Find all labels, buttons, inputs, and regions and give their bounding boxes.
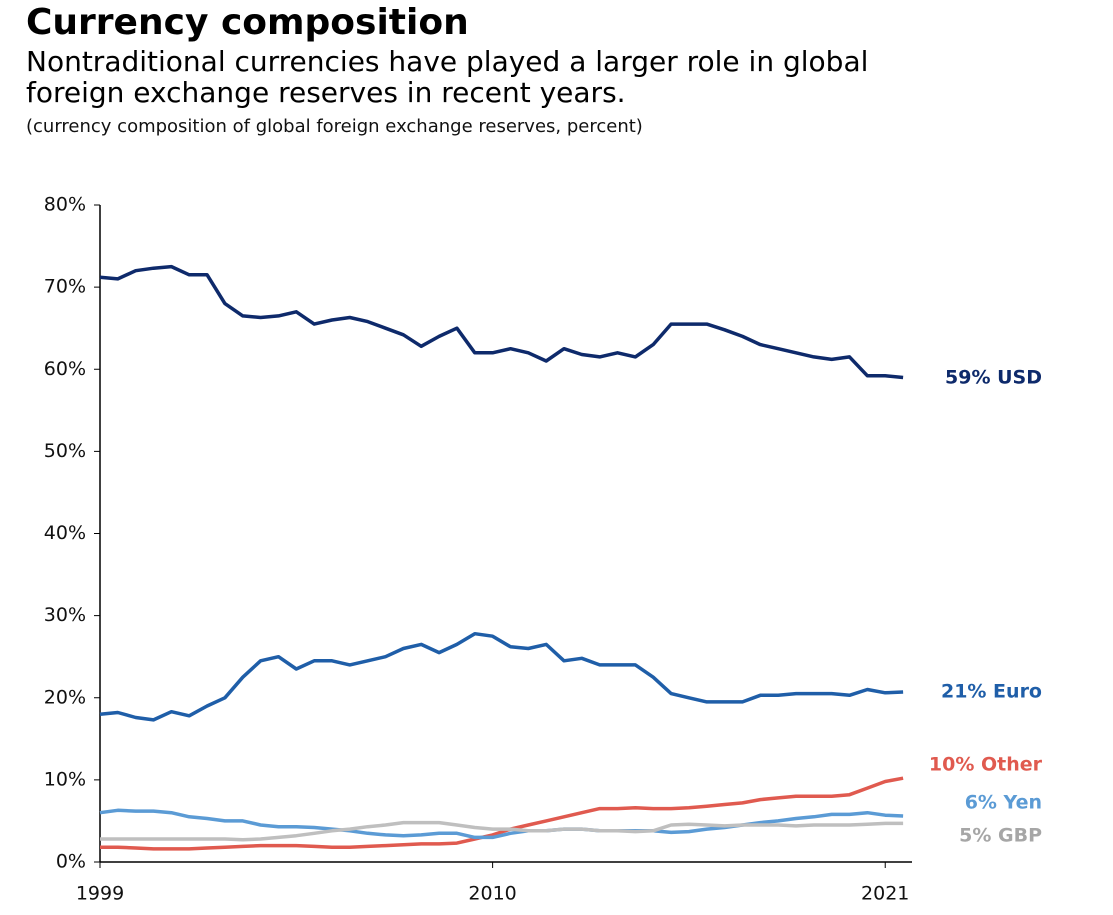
series-label: 6% Yen — [965, 792, 1042, 814]
series-line — [99, 264, 904, 380]
x-tick-label: 2010 — [468, 883, 516, 905]
header: Currency composition Nontraditional curr… — [26, 0, 868, 142]
series-label: 21% Euro — [941, 681, 1042, 703]
series-label: 10% Other — [929, 754, 1043, 776]
series-line — [100, 776, 904, 851]
series-label: 5% GBP — [959, 825, 1042, 847]
note: (currency composition of global foreign … — [26, 116, 643, 137]
chart-title: Currency composition — [26, 2, 469, 43]
series-line — [100, 820, 904, 842]
y-tick-label: 50% — [44, 440, 86, 462]
subtitle: Nontraditional currencies have played a … — [26, 45, 869, 78]
y-tick-label: 80% — [44, 194, 86, 216]
x-tick-label: 1999 — [76, 883, 124, 905]
y-tick-label: 70% — [44, 276, 86, 298]
series-label: 59% USD — [945, 367, 1042, 389]
y-tick-label: 0% — [56, 851, 86, 873]
y-tick-label: 60% — [44, 358, 86, 380]
x-tick-label: 2021 — [861, 883, 909, 905]
y-tick-label: 20% — [44, 686, 86, 708]
y-tick-label: 40% — [44, 522, 86, 544]
subtitle: foreign exchange reserves in recent year… — [26, 76, 626, 109]
series-line — [99, 808, 904, 840]
series-line — [99, 631, 904, 722]
y-tick-label: 10% — [44, 768, 86, 790]
y-tick-label: 30% — [44, 604, 86, 626]
